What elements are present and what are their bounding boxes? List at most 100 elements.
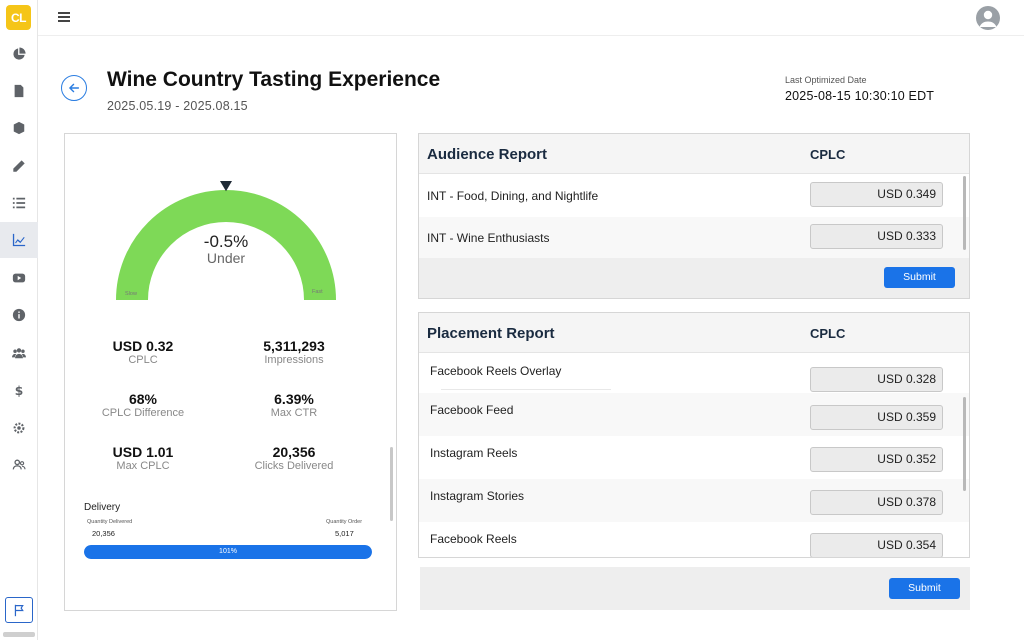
gauge-pointer	[220, 181, 232, 192]
delivery-progress-bar: 101%	[84, 545, 372, 559]
stat-value: 5,311,293	[263, 338, 325, 354]
quantity-delivered-value: 20,356	[92, 529, 115, 538]
top-bar	[38, 0, 1024, 36]
sidebar-item-analytics[interactable]	[0, 222, 38, 258]
stat-label: CPLC	[128, 354, 158, 366]
dollar-icon: $	[15, 384, 24, 397]
stat-label: Clicks Delivered	[254, 460, 334, 472]
flag-button[interactable]	[5, 597, 33, 623]
row-label: Instagram Reels	[430, 446, 518, 460]
placement-report-scrollbar[interactable]	[963, 397, 966, 491]
sidebar-item-audiences[interactable]	[0, 335, 38, 371]
placement-report-header: Placement Report CPLC	[419, 313, 969, 353]
audience-report-scrollbar[interactable]	[963, 176, 966, 250]
performance-card: -0.5% Under Slow Fast USD 0.32 CPLC 5,31…	[64, 133, 397, 611]
gauge-arc	[116, 190, 336, 301]
back-button[interactable]	[61, 75, 87, 101]
sidebar-item-settings[interactable]	[0, 410, 38, 446]
cplc-input[interactable]: USD 0.328	[810, 367, 943, 392]
page-title: Wine Country Tasting Experience	[107, 68, 441, 91]
sidebar-item-video[interactable]	[0, 260, 38, 296]
placement-submit-button[interactable]: Submit	[889, 578, 960, 599]
stat-label: Max CPLC	[116, 460, 170, 472]
gauge-slow-label: Slow	[125, 291, 137, 297]
user-group-icon	[12, 459, 26, 470]
cube-icon	[13, 121, 25, 135]
row-divider	[441, 389, 611, 390]
cplc-input[interactable]: USD 0.352	[810, 447, 943, 472]
table-row: Facebook Feed USD 0.359	[419, 393, 969, 436]
sidebar-item-dashboard[interactable]	[0, 36, 38, 72]
last-optimized-value: 2025-08-15 10:30:10 EDT	[785, 89, 935, 103]
info-icon	[12, 308, 26, 322]
row-label: Facebook Feed	[430, 403, 514, 417]
sidebar-scrollbar[interactable]	[3, 632, 35, 637]
quantity-delivered-label: Quantity Delivered	[87, 519, 133, 525]
delivery-title: Delivery	[84, 502, 121, 513]
gauge-value: -0.5%	[203, 232, 249, 251]
row-label: INT - Food, Dining, and Nightlife	[427, 189, 599, 203]
sidebar-item-team[interactable]	[0, 447, 38, 483]
video-icon	[12, 273, 26, 283]
gauge-status: Under	[206, 250, 246, 266]
row-label: Facebook Reels Overlay	[430, 364, 562, 378]
stat-cplc-difference: 68% CPLC Difference	[68, 391, 218, 420]
stat-value: 20,356	[272, 444, 316, 460]
placement-report-panel: Placement Report CPLC Facebook Reels Ove…	[418, 312, 970, 558]
quantity-order-label: Quantity Order	[326, 519, 363, 525]
audience-report-footer: Submit	[419, 258, 969, 298]
row-label: Instagram Stories	[430, 489, 525, 503]
cplc-input[interactable]: USD 0.378	[810, 490, 943, 515]
campaign-date-range: 2025.05.19 - 2025.08.15	[107, 99, 248, 113]
placement-report-title: Placement Report	[427, 325, 555, 342]
stat-label: Max CTR	[270, 407, 318, 419]
sidebar: CL $	[0, 0, 38, 640]
stat-value: USD 1.01	[112, 444, 174, 460]
stat-value: USD 0.32	[112, 338, 174, 354]
sidebar-item-list[interactable]	[0, 185, 38, 221]
progress-fill	[84, 545, 372, 559]
cplc-input[interactable]: USD 0.349	[810, 182, 943, 207]
audience-report-column: CPLC	[810, 147, 846, 162]
document-icon	[14, 84, 24, 98]
users-icon	[12, 348, 26, 359]
line-chart-icon	[12, 233, 26, 247]
placement-report-column: CPLC	[810, 326, 846, 341]
sidebar-item-edit[interactable]	[0, 148, 38, 184]
cplc-input[interactable]: USD 0.333	[810, 224, 943, 249]
table-row: Facebook Reels Overlay USD 0.328	[419, 353, 969, 396]
stat-value: 68%	[128, 391, 158, 407]
pace-gauge	[116, 181, 336, 301]
last-optimized-label: Last Optimized Date	[785, 75, 867, 85]
svg-text:$: $	[15, 384, 24, 397]
arrow-left-icon	[69, 83, 80, 93]
row-label: INT - Wine Enthusiasts	[427, 231, 550, 245]
sidebar-item-products[interactable]	[0, 110, 38, 146]
sidebar-item-info[interactable]	[0, 297, 38, 333]
list-icon	[12, 197, 26, 209]
stat-max-ctr: 6.39% Max CTR	[219, 392, 369, 420]
stat-impressions: 5,311,293 Impressions	[219, 338, 369, 367]
sidebar-item-documents[interactable]	[0, 73, 38, 109]
placement-report-footer: Submit	[420, 567, 970, 610]
audience-report-title: Audience Report	[427, 146, 548, 163]
pie-chart-icon	[13, 47, 26, 60]
stat-clicks-delivered: 20,356 Clicks Delivered	[219, 444, 369, 473]
card-scrollbar[interactable]	[390, 447, 393, 521]
stat-max-cplc: USD 1.01 Max CPLC	[68, 444, 218, 473]
row-label: Facebook Reels	[430, 532, 517, 546]
table-row: INT - Wine Enthusiasts USD 0.333	[419, 217, 969, 260]
gauge-fast-label: Fast	[312, 289, 323, 295]
sidebar-item-billing[interactable]: $	[0, 372, 38, 408]
user-avatar-icon[interactable]	[976, 6, 1000, 30]
cplc-input[interactable]: USD 0.354	[810, 533, 943, 557]
stat-cplc: USD 0.32 CPLC	[68, 338, 218, 367]
pencil-icon	[13, 160, 25, 172]
table-row: Instagram Stories USD 0.378	[419, 479, 969, 522]
audience-submit-button[interactable]: Submit	[884, 267, 955, 288]
hamburger-icon[interactable]	[58, 12, 70, 22]
table-row: Facebook Reels USD 0.354	[419, 522, 969, 557]
app-logo[interactable]: CL	[6, 5, 31, 30]
cplc-input[interactable]: USD 0.359	[810, 405, 943, 430]
quantity-order-value: 5,017	[335, 529, 354, 538]
